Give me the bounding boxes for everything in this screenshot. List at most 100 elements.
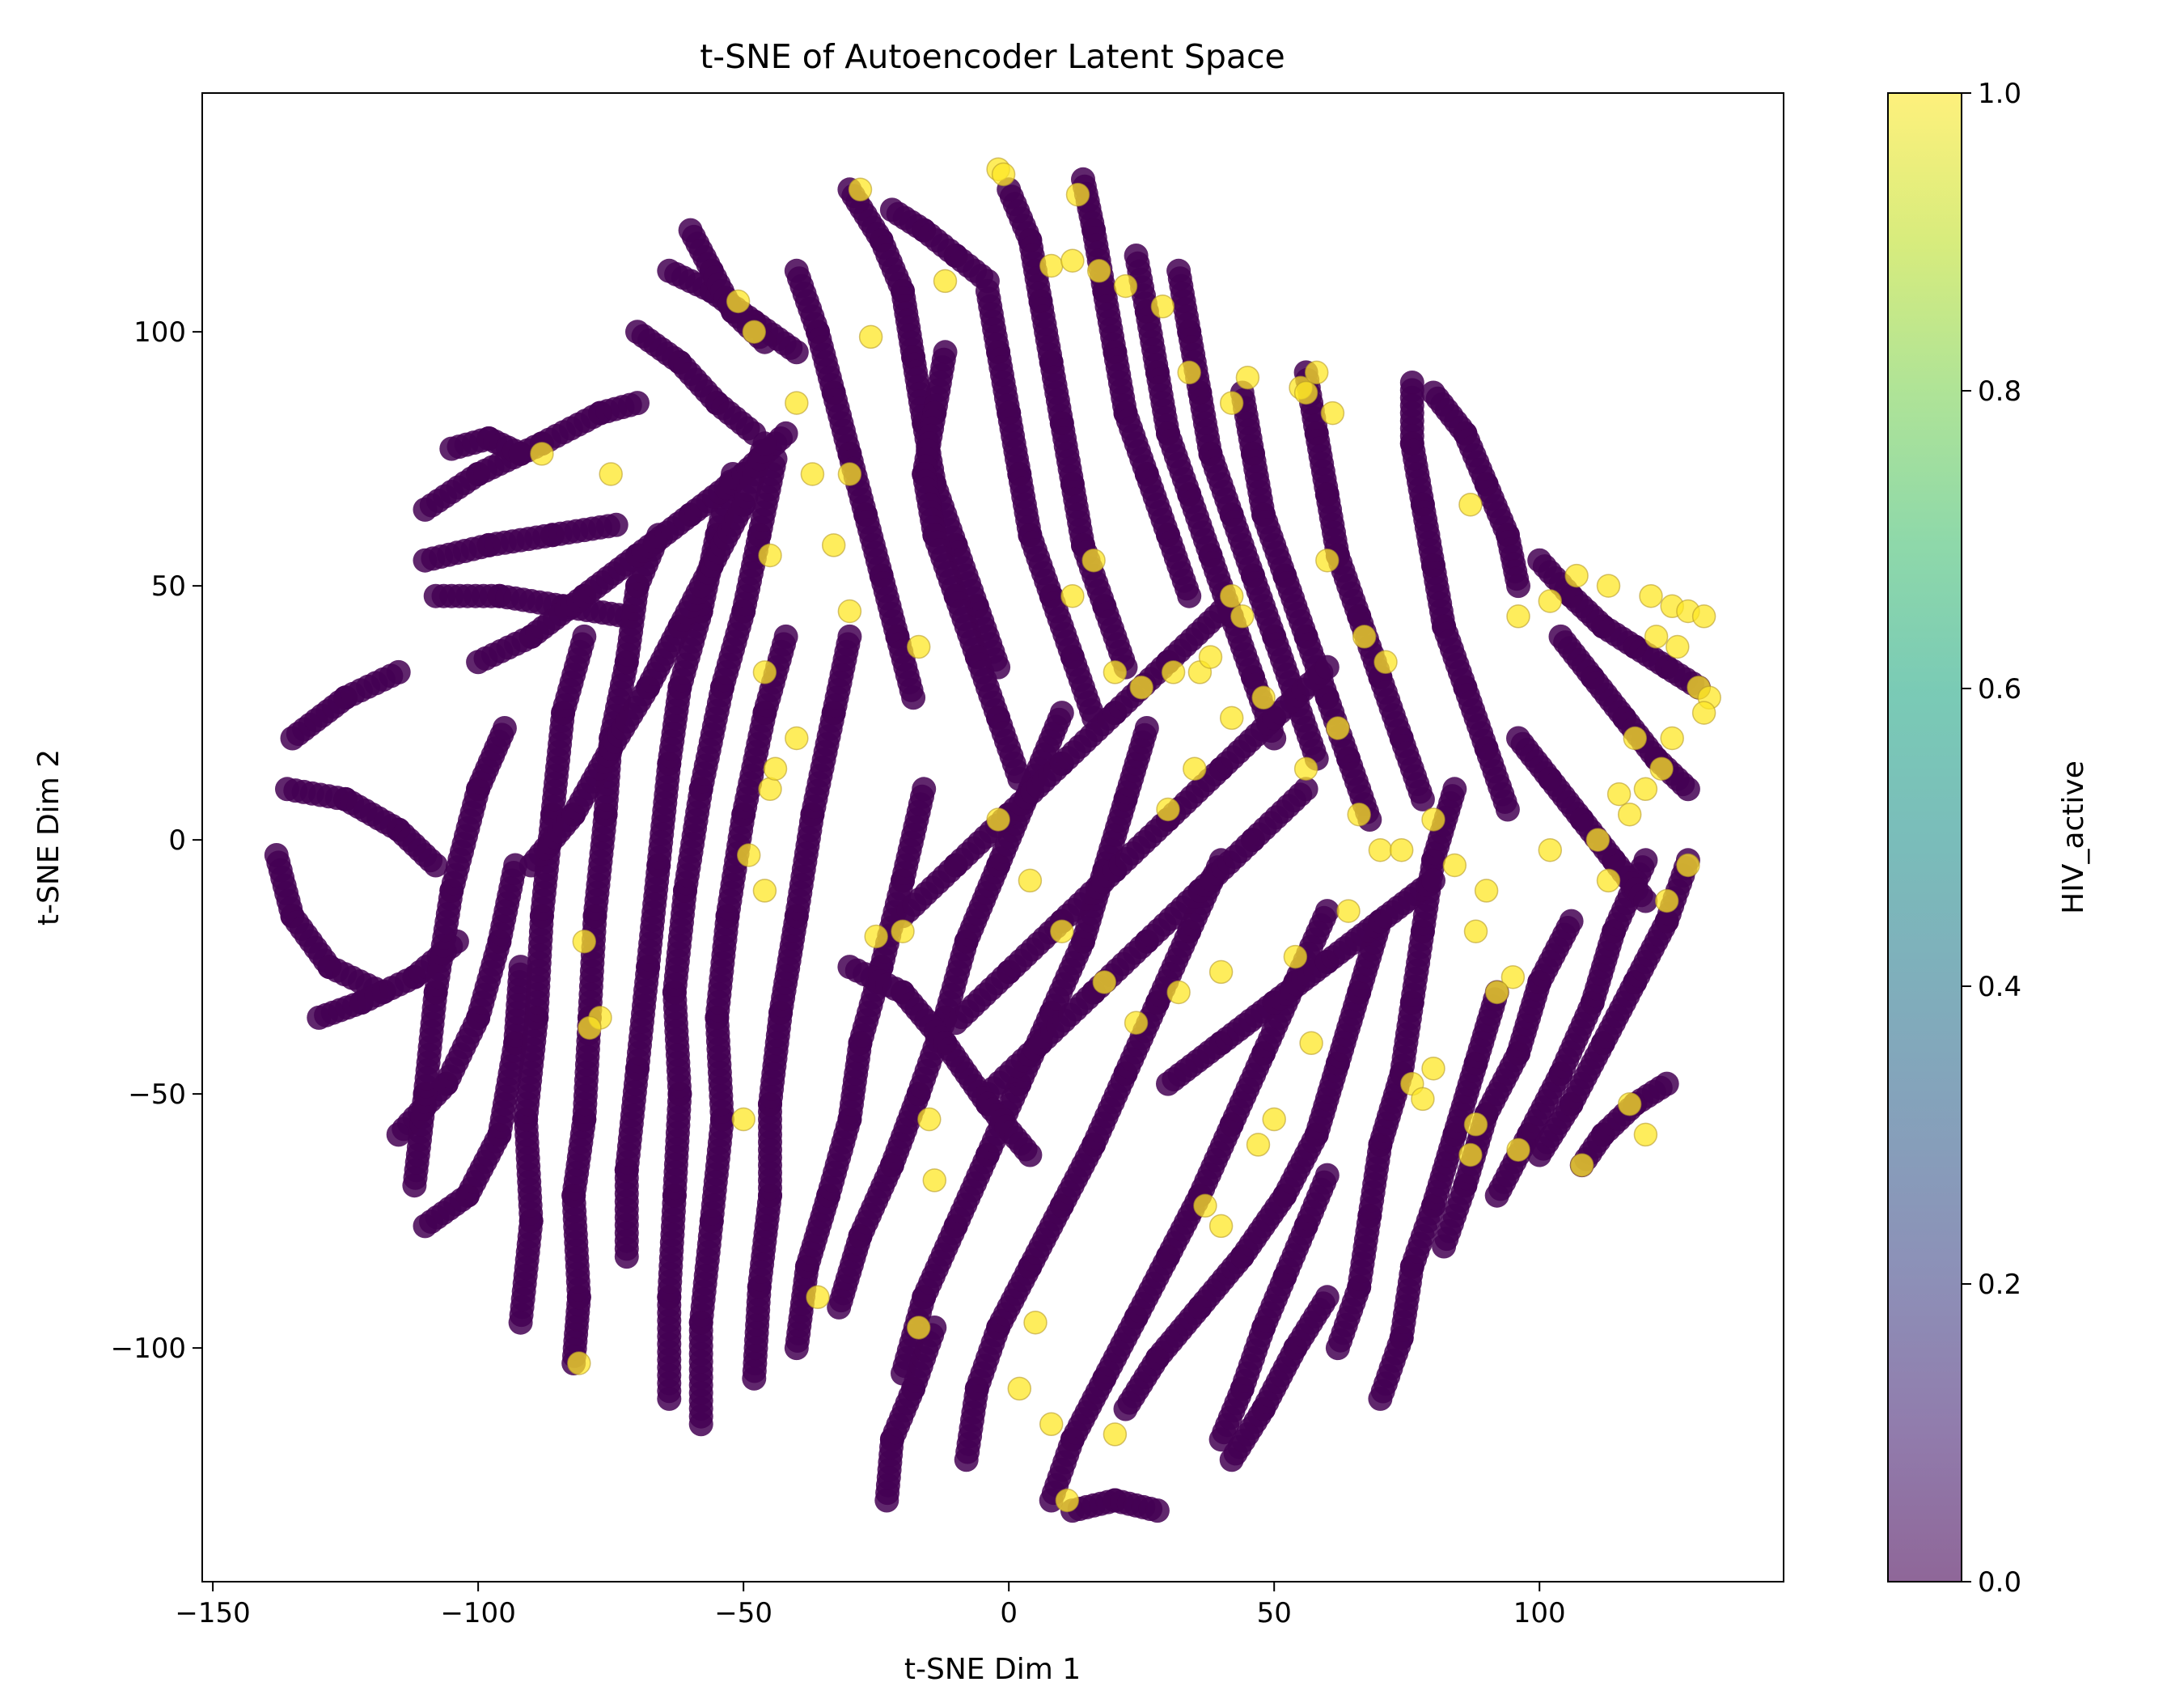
data-point-active <box>1458 1142 1483 1167</box>
data-point-active <box>1251 685 1276 710</box>
data-point-active <box>1347 802 1371 827</box>
x-axis-ticks: −150 −100 −50 0 50 100 <box>175 1582 1566 1629</box>
data-point-inactive <box>901 685 926 710</box>
colorbar-frame <box>1887 92 1962 1582</box>
data-point-inactive <box>492 716 517 740</box>
data-point-active <box>1283 944 1308 969</box>
data-point-active <box>1219 583 1244 608</box>
data-point-active <box>1649 756 1674 781</box>
plot-area <box>264 157 1721 1523</box>
data-point-active <box>986 807 1010 832</box>
data-point-active <box>1129 675 1153 700</box>
data-point-active <box>758 777 782 802</box>
data-point-active <box>1161 660 1186 684</box>
data-point-inactive <box>508 955 533 980</box>
data-point-active <box>1484 980 1509 1005</box>
data-point-active <box>1198 645 1223 669</box>
data-point-active <box>1039 1412 1064 1437</box>
data-point-inactive <box>1145 1498 1170 1523</box>
data-point-active <box>1676 853 1700 878</box>
data-point-inactive <box>837 624 862 649</box>
data-point-active <box>1315 548 1340 573</box>
data-point-active <box>1421 807 1445 832</box>
data-point-active <box>731 1107 756 1132</box>
y-tick-label: −100 <box>111 1333 186 1365</box>
data-point-inactive <box>912 777 937 802</box>
data-point-inactive <box>423 853 448 878</box>
data-point-active <box>1569 1153 1594 1177</box>
data-point-active <box>1326 716 1350 740</box>
data-point-active <box>858 324 883 350</box>
data-point-active <box>1055 1488 1080 1513</box>
plot-frame <box>201 92 1784 1582</box>
data-point-active <box>530 442 554 466</box>
data-point-active <box>1183 756 1207 781</box>
data-point-active <box>1596 574 1621 598</box>
data-point-active <box>991 162 1016 187</box>
data-point-active <box>1617 1091 1642 1116</box>
series-active-points <box>530 157 1721 1513</box>
data-point-active <box>1421 1056 1445 1081</box>
data-point-inactive <box>603 512 629 537</box>
y-tick-label: 50 <box>151 570 186 603</box>
data-point-active <box>572 929 597 954</box>
data-point-inactive <box>1314 1163 1340 1188</box>
data-point-active <box>752 879 777 903</box>
data-point-active <box>1564 563 1589 588</box>
data-point-active <box>806 1285 830 1310</box>
data-point-active <box>1633 1122 1658 1147</box>
data-point-active <box>1060 583 1085 608</box>
data-point-active <box>821 533 846 557</box>
data-point-active <box>1023 1310 1048 1335</box>
data-point-active <box>785 726 809 751</box>
data-point-active <box>906 634 931 659</box>
data-point-active <box>1463 1112 1488 1137</box>
data-point-inactive <box>1314 1285 1340 1310</box>
data-point-active <box>785 391 809 415</box>
x-tick-label: −150 <box>175 1597 250 1629</box>
data-point-active <box>1506 604 1530 629</box>
data-point-active <box>1150 294 1175 319</box>
data-point-inactive <box>1314 655 1340 680</box>
data-point-active <box>1262 1107 1286 1132</box>
data-point-active <box>1219 391 1244 415</box>
data-point-active <box>1092 970 1117 994</box>
data-point-active <box>1219 705 1244 731</box>
data-point-active <box>1060 248 1085 273</box>
data-point-active <box>1660 726 1684 751</box>
data-point-inactive <box>1559 909 1584 934</box>
data-point-inactive <box>742 421 767 446</box>
data-point-active <box>1208 960 1234 985</box>
data-point-active <box>1124 1011 1149 1035</box>
y-tick-label: −50 <box>128 1078 186 1111</box>
data-point-active <box>1538 589 1563 613</box>
data-point-active <box>752 660 777 684</box>
x-tick-label: 100 <box>1513 1597 1566 1629</box>
data-point-active <box>1596 868 1621 893</box>
x-tick-label: 0 <box>1000 1597 1018 1629</box>
x-tick-label: −100 <box>440 1597 515 1629</box>
colorbar-tick-label: 0.2 <box>1978 1269 2021 1301</box>
data-point-active <box>1368 837 1393 862</box>
data-point-inactive <box>1177 583 1202 608</box>
data-point-active <box>891 919 915 943</box>
data-point-active <box>1585 828 1610 852</box>
data-point-inactive <box>1018 1142 1043 1167</box>
data-point-active <box>933 269 958 294</box>
data-point-inactive <box>773 624 798 649</box>
data-point-active <box>1208 1214 1234 1239</box>
colorbar-tick-label: 1.0 <box>1978 78 2021 110</box>
data-point-inactive <box>1442 777 1467 802</box>
data-point-active <box>1666 634 1690 659</box>
data-point-active <box>1500 964 1526 989</box>
data-point-active <box>864 924 888 949</box>
data-point-inactive <box>1506 574 1530 599</box>
series-inactive-points <box>264 167 1711 1523</box>
data-point-active <box>917 1107 942 1132</box>
data-point-active <box>837 599 862 624</box>
data-point-active <box>1373 650 1398 675</box>
y-axis-label: t-SNE Dim 2 <box>32 749 66 926</box>
data-point-active <box>1506 1138 1530 1162</box>
data-point-inactive <box>1049 701 1074 726</box>
